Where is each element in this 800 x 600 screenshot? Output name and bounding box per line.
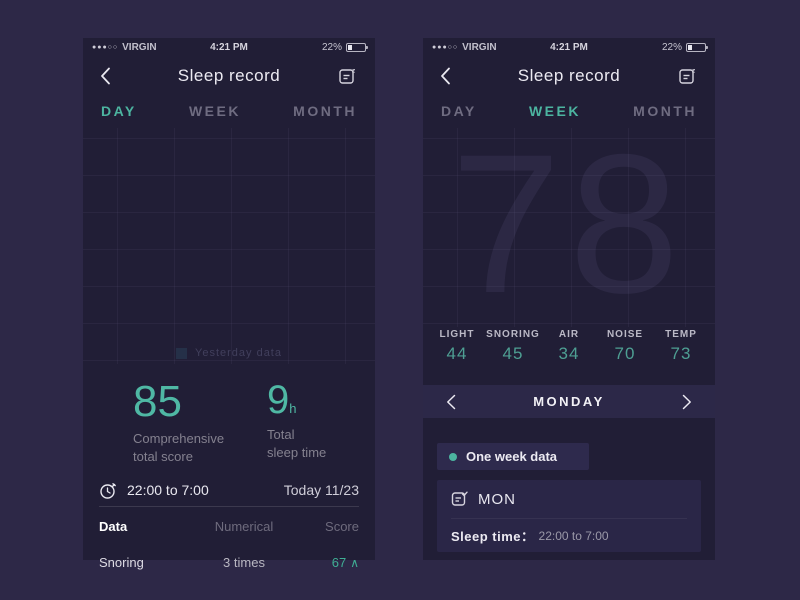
tab-month[interactable]: MONTH [293, 103, 357, 119]
current-date: Today 11/23 [283, 482, 359, 498]
stat-air: AIR 34 [558, 329, 580, 363]
previous-day-button[interactable] [439, 390, 463, 414]
legend-swatch-icon [176, 347, 187, 359]
battery-icon [686, 43, 708, 52]
clock-time: 4:21 PM [210, 42, 248, 53]
score-label: Comprehensive total score [133, 431, 225, 464]
tab-month[interactable]: MONTH [633, 103, 697, 119]
chevron-right-icon [682, 394, 692, 410]
day-detail-card: MON Sleep time： 22:00 to 7:00 [437, 480, 701, 552]
battery-percent: 22% [321, 42, 342, 53]
phone-day-view: ●●●○○ VIRGIN 4:21 PM 22% Sleep record [83, 38, 375, 570]
day-navigator: MONDAY [423, 385, 715, 418]
stopwatch-icon [99, 481, 118, 500]
stat-noise: NOISE 70 [606, 329, 644, 363]
table-row-snoring[interactable]: Snoring 3 times 67 ∧ [99, 555, 359, 570]
chevron-left-icon [446, 394, 456, 410]
phone-week-view: ●●●○○ VIRGIN 4:21 PM 22% Sleep record [423, 38, 715, 560]
back-button[interactable] [440, 63, 466, 89]
sleep-note-button[interactable]: z [332, 63, 358, 89]
carrier-label: VIRGIN [122, 42, 157, 53]
comprehensive-score: 85 Comprehensive total score [133, 377, 267, 464]
total-sleep-time: 9h Total sleep time [267, 378, 327, 460]
sleep-period-row: 22:00 to 7:00 Today 11/23 [99, 474, 359, 507]
battery-percent: 22% [661, 42, 682, 53]
week-data-section: One week data MON Sleep time： [423, 418, 715, 552]
score-value: 85 [133, 377, 182, 426]
tab-bar: DAY WEEK MONTH [83, 94, 375, 128]
header: Sleep record z [83, 57, 375, 94]
column-score: Score [325, 519, 359, 534]
sleep-period: 22:00 to 7:00 [127, 482, 209, 498]
stat-temp: TEMP 73 [665, 329, 697, 363]
sleep-chart-day: Yesterday data [83, 128, 375, 364]
signal-strength-icon: ●●●○○ [92, 44, 119, 51]
page-title: Sleep record [517, 65, 621, 85]
chevron-left-icon [100, 67, 111, 85]
selected-day-label: MONDAY [533, 394, 605, 409]
trend-up-icon: ∧ [350, 556, 359, 570]
column-data: Data [99, 519, 128, 534]
week-score-watermark: 78 [450, 128, 688, 327]
note-check-icon [451, 490, 469, 508]
sleep-time-label: Sleep time： [451, 529, 535, 544]
page-title: Sleep record [177, 65, 281, 85]
clock-time: 4:21 PM [550, 42, 588, 53]
chart-legend: Yesterday data [83, 347, 375, 359]
stat-light: LIGHT 44 [439, 329, 475, 363]
tab-day[interactable]: DAY [441, 103, 477, 119]
column-numerical: Numerical [214, 519, 274, 534]
snoring-score: 67 ∧ [331, 555, 359, 570]
tab-day[interactable]: DAY [101, 103, 137, 119]
next-day-button[interactable] [675, 390, 699, 414]
svg-text:z: z [352, 67, 356, 74]
card-day-label: MON [478, 490, 516, 508]
summary-metrics: 85 Comprehensive total score 9h Total sl… [83, 364, 375, 464]
teal-dot-icon [449, 452, 457, 461]
legend-label: Yesterday data [195, 347, 282, 359]
status-bar: ●●●○○ VIRGIN 4:21 PM 22% [83, 38, 375, 57]
sleep-note-icon: z [678, 66, 698, 86]
data-table-header: Data Numerical Score [83, 507, 375, 534]
card-day-row[interactable]: MON [451, 480, 687, 519]
chevron-left-icon [440, 67, 451, 85]
battery-icon [346, 43, 368, 52]
back-button[interactable] [100, 63, 126, 89]
sleep-chart-week: 78 [423, 128, 715, 327]
signal-strength-icon: ●●●○○ [432, 44, 459, 51]
svg-text:z: z [692, 67, 696, 74]
status-bar: ●●●○○ VIRGIN 4:21 PM 22% [423, 38, 715, 57]
tab-bar: DAY WEEK MONTH [423, 94, 715, 128]
sleep-time-value: 22:00 to 7:00 [538, 528, 609, 543]
tab-week[interactable]: WEEK [528, 103, 581, 119]
carrier-label: VIRGIN [462, 42, 497, 53]
card-sleep-row: Sleep time： 22:00 to 7:00 [451, 519, 687, 552]
sleep-note-button[interactable]: z [672, 63, 698, 89]
badge-label: One week data [466, 449, 558, 464]
header: Sleep record z [423, 57, 715, 94]
tab-week[interactable]: WEEK [188, 103, 241, 119]
week-stats-row: LIGHT 44 SNORING 45 AIR 34 NOISE 70 TEMP… [423, 327, 715, 364]
one-week-data-badge: One week data [437, 443, 590, 470]
stat-snoring: SNORING 45 [486, 329, 540, 363]
sleep-time-value: 9h [267, 378, 297, 422]
sleep-time-label: Total sleep time [267, 427, 327, 460]
sleep-note-icon: z [338, 66, 358, 86]
